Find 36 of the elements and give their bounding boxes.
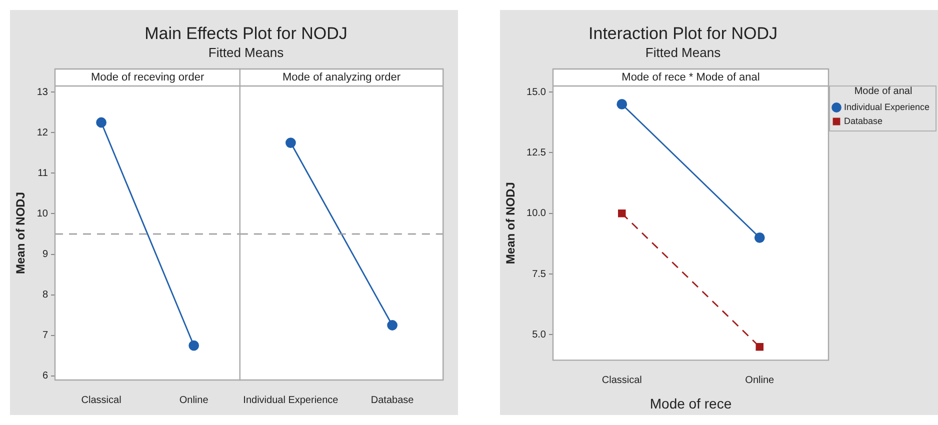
x-tick-label: Database [370,394,414,406]
x-tick-label: Classical [81,394,122,406]
y-tick-label: 7 [42,330,48,342]
x-tick-label: Individual Experience [243,394,339,406]
text: Mode of analyzing order [282,72,401,84]
point [618,210,626,218]
text: Mode of receving order [90,72,204,84]
point [754,232,765,243]
x-tick-label: Online [745,374,775,386]
chart-title: Interaction Plot for NODJ [588,24,778,44]
text: Mode of rece * Mode of anal [622,72,760,84]
y-tick-label: 5.0 [532,329,546,340]
y-axis-title: Mean of NODJ [504,182,518,264]
x-axis-title: Mode of rece [650,395,732,412]
chart-title: Main Effects Plot for NODJ [144,24,348,44]
y-tick-label: 13 [36,86,48,98]
chart-subtitle: Fitted Means [207,45,285,60]
legend-title: Mode of anal [854,86,912,97]
point [616,99,628,110]
legend-label: Database [844,116,883,126]
y-axis-title: Mean of NODJ [14,192,28,274]
y-tick-label: 11 [38,168,48,179]
y-tick-label: 10 [36,208,48,220]
y-tick-label: 10.0 [526,208,546,220]
legend-label: Individual Experience [844,102,930,112]
point [756,342,764,351]
y-tick-label: 9 [42,249,48,260]
y-tick-label: 7.5 [532,268,546,280]
x-tick-label: Classical [602,374,642,386]
y-tick-label: 8 [42,290,48,301]
y-tick-label: 12.5 [526,147,546,158]
y-tick-label: 6 [42,370,48,382]
chart-subtitle: Fitted Means [644,45,722,60]
y-tick-label: 12 [36,127,48,138]
x-tick-label: Online [179,394,209,406]
y-tick-label: 15.0 [526,86,546,98]
